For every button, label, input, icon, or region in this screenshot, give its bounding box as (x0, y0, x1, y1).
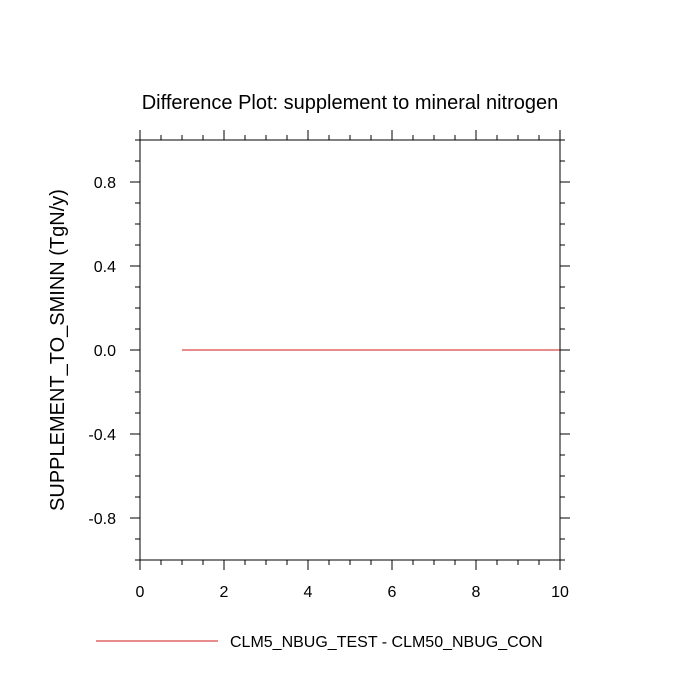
minor-ticks (135, 135, 565, 565)
y-tick-label: 0.8 (94, 175, 116, 192)
major-ticks (130, 130, 570, 570)
x-tick-label: 8 (472, 584, 481, 601)
y-tick-label: 0.0 (94, 343, 116, 360)
y-tick-label: -0.4 (88, 427, 116, 444)
x-tick-labels: 0 2 4 6 8 10 (136, 584, 569, 601)
y-axis-label: SUPPLEMENT_TO_SMINN (TgN/y) (47, 189, 69, 511)
plot-frame (139, 139, 561, 561)
y-tick-labels: -0.8 -0.4 0.0 0.4 0.8 (88, 175, 116, 528)
legend: CLM5_NBUG_TEST - CLM50_NBUG_CON (96, 634, 543, 651)
x-tick-label: 0 (136, 584, 145, 601)
x-tick-label: 4 (304, 584, 313, 601)
x-tick-label: 6 (388, 584, 397, 601)
chart-title: Difference Plot: supplement to mineral n… (142, 92, 559, 114)
y-tick-label: 0.4 (94, 259, 116, 276)
y-tick-label: -0.8 (88, 511, 116, 528)
legend-label: CLM5_NBUG_TEST - CLM50_NBUG_CON (230, 634, 543, 651)
x-tick-label: 2 (220, 584, 229, 601)
x-tick-label: 10 (551, 584, 569, 601)
